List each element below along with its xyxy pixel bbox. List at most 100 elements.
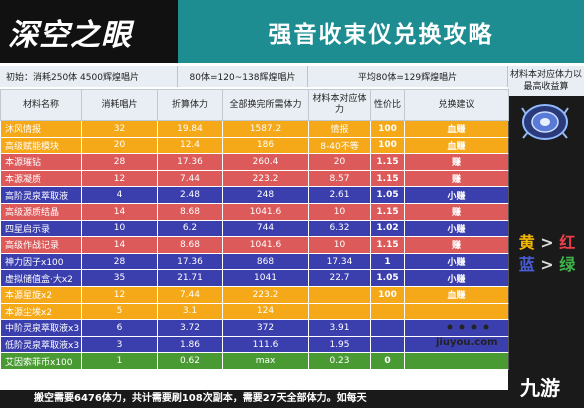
cell-name: 四星启示录	[0, 219, 82, 238]
cell-ratio: 0	[370, 352, 405, 370]
cell-total: max	[222, 352, 309, 370]
cell-total: 1041.6	[222, 236, 309, 254]
cell-stamina: 1.86	[157, 335, 223, 354]
cell-total: 223.2	[222, 285, 309, 304]
legend-yellow: 黄	[518, 233, 535, 252]
cell-advice: 小赚	[404, 252, 509, 271]
table-row: 高级源质结晶 14 8.68 1041.6 10 1.15 赚	[0, 202, 509, 221]
header-ratio: 性价比	[370, 89, 405, 121]
table-row: 低阶灵泉萃取液x3 3 1.86 111.6 1.95	[0, 335, 509, 354]
cell-cost: 12	[81, 169, 158, 188]
cell-material: 10	[308, 236, 371, 254]
cell-material: 17.34	[308, 252, 371, 271]
cell-name: 艾因索菲币x100	[0, 352, 82, 370]
footer-note: 搬空需要6476体力，共计需要刷108次副本，需要27天全部体力。如每天	[0, 390, 508, 408]
cell-advice	[404, 352, 509, 370]
cell-name: 沐风情报	[0, 120, 82, 138]
cell-name: 神力因子x100	[0, 252, 82, 271]
cell-material: 20	[308, 153, 371, 171]
cell-total: 111.6	[222, 335, 309, 354]
cell-ratio: 1.15	[370, 169, 405, 188]
table-row: 高级赋能模块 20 12.4 186 8-40不等 100 血赚	[0, 136, 509, 155]
cell-ratio	[370, 319, 405, 337]
cell-ratio: 100	[370, 120, 405, 138]
cell-stamina: 8.68	[157, 236, 223, 254]
table-header: 材料名称 消耗唱片 折算体力 全部换完所需体力 材料本对应体力 性价比 兑换建议	[0, 89, 509, 121]
cell-stamina: 8.68	[157, 202, 223, 221]
logo-text: 深空之眼	[8, 17, 132, 53]
cell-material: 情报	[308, 120, 371, 138]
cell-total: 372	[222, 319, 309, 337]
cell-cost: 32	[81, 120, 158, 138]
cell-total: 868	[222, 252, 309, 271]
cell-stamina: 19.84	[157, 120, 223, 138]
cell-stamina: 7.44	[157, 169, 223, 188]
watermark-logo: 九游	[520, 376, 560, 400]
header-stamina: 折算体力	[157, 89, 223, 121]
exchange-table: 材料名称 消耗唱片 折算体力 全部换完所需体力 材料本对应体力 性价比 兑换建议…	[0, 89, 509, 370]
table-row: 本源凝质 12 7.44 223.2 8.57 1.15 赚	[0, 169, 509, 188]
table-row: 艾因索菲币x100 1 0.62 max 0.23 0	[0, 352, 509, 370]
cell-advice: 赚	[404, 169, 509, 188]
cell-material: 10	[308, 202, 371, 221]
cell-advice: 小赚	[404, 186, 509, 204]
cell-material: 3.91	[308, 319, 371, 337]
cell-ratio: 1.15	[370, 202, 405, 221]
cell-name: 高级作战记录	[0, 236, 82, 254]
resonance-device-icon	[521, 104, 569, 140]
table-row: 本源星旋x2 12 7.44 223.2 100 血赚	[0, 285, 509, 304]
cell-stamina: 21.71	[157, 269, 223, 287]
cell-advice: 血赚	[404, 285, 509, 304]
cell-material: 8.57	[308, 169, 371, 188]
cell-total: 186	[222, 136, 309, 155]
legend-green: 绿	[559, 255, 576, 274]
cell-cost: 1	[81, 352, 158, 370]
cell-ratio: 1.05	[370, 269, 405, 287]
cell-advice: 小赚	[404, 269, 509, 287]
cell-ratio: 1.05	[370, 186, 405, 204]
info-initial: 初始：消耗250体 4500辉煌唱片	[0, 66, 178, 87]
cell-cost: 28	[81, 252, 158, 271]
legend-red: 红	[559, 233, 576, 252]
cell-advice	[404, 335, 509, 354]
cell-material: 6.32	[308, 219, 371, 238]
cell-total: 1041	[222, 269, 309, 287]
cell-ratio	[370, 302, 405, 321]
cell-cost: 12	[81, 285, 158, 304]
cell-ratio: 1	[370, 252, 405, 271]
cell-ratio: 100	[370, 285, 405, 304]
cell-total: 1041.6	[222, 202, 309, 221]
cell-name: 中阶灵泉萃取液x3	[0, 319, 82, 337]
cell-stamina: 17.36	[157, 252, 223, 271]
cell-cost: 3	[81, 335, 158, 354]
cell-cost: 20	[81, 136, 158, 155]
cell-cost: 5	[81, 302, 158, 321]
cell-stamina: 17.36	[157, 153, 223, 171]
cell-stamina: 2.48	[157, 186, 223, 204]
header-name: 材料名称	[0, 89, 82, 121]
cell-advice: 血赚	[404, 120, 509, 138]
table-row: 中阶灵泉萃取液x3 6 3.72 372 3.91	[0, 319, 509, 337]
legend-blue: 蓝	[518, 255, 535, 274]
table-row: 本源璀钻 28 17.36 260.4 20 1.15 赚	[0, 153, 509, 171]
cell-stamina: 7.44	[157, 285, 223, 304]
header-advice: 兑换建议	[404, 89, 509, 121]
cell-ratio: 100	[370, 136, 405, 155]
header-cost: 消耗唱片	[81, 89, 158, 121]
cell-cost: 14	[81, 236, 158, 254]
banner: 深空之眼 强音收束仪兑换攻略	[0, 0, 584, 63]
cell-material: 0.23	[308, 352, 371, 370]
watermark-url: jiuyou.com	[436, 337, 498, 348]
cell-material: 1.95	[308, 335, 371, 354]
cell-stamina: 6.2	[157, 219, 223, 238]
cell-cost: 28	[81, 153, 158, 171]
cell-total: 223.2	[222, 169, 309, 188]
cell-material: 8-40不等	[308, 136, 371, 155]
cell-advice	[404, 302, 509, 321]
cell-stamina: 3.72	[157, 319, 223, 337]
cell-advice: 赚	[404, 153, 509, 171]
table-row: 高级作战记录 14 8.68 1041.6 10 1.15 赚	[0, 236, 509, 254]
cell-advice: 赚	[404, 236, 509, 254]
cell-cost: 14	[81, 202, 158, 221]
page-title: 强音收束仪兑换攻略	[268, 21, 494, 48]
